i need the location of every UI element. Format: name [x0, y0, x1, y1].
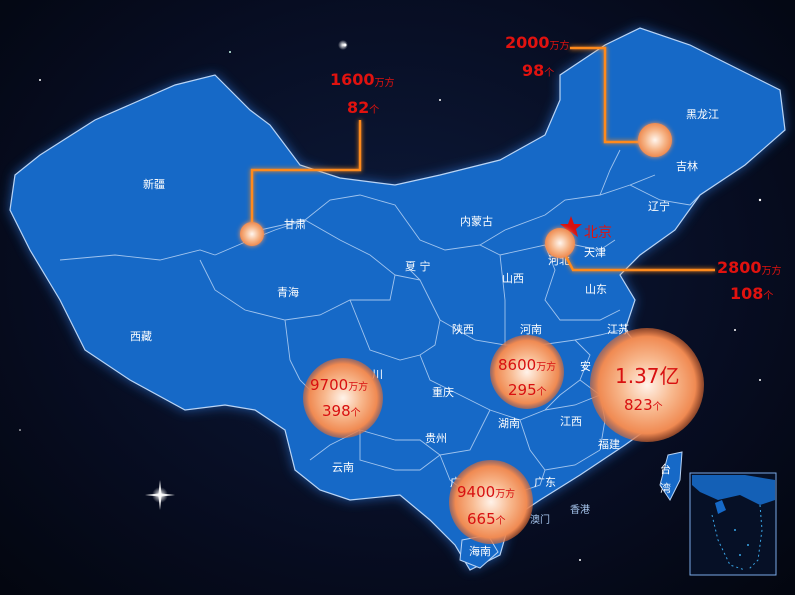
label-liaoning: 辽宁: [648, 199, 670, 213]
label-ningxia: 夏 宁: [405, 259, 431, 273]
svg-text:9400万方: 9400万方: [457, 483, 515, 501]
label-yunnan: 云南: [332, 461, 354, 474]
label-shanxi: 山西: [502, 272, 524, 285]
label-shaanxi: 陕西: [452, 322, 474, 336]
south-china-sea-inset: [689, 472, 777, 576]
label-fujian: 福建: [598, 437, 620, 451]
label-jiangxi: 江西: [560, 415, 582, 428]
svg-text:1600万方: 1600万方: [330, 70, 395, 89]
svg-text:823个: 823个: [624, 396, 663, 414]
svg-text:665个: 665个: [467, 510, 506, 528]
bubble-sichuan: 9700万方 398个: [303, 358, 383, 438]
label-heilongjiang: 黑龙江: [686, 108, 719, 121]
svg-text:82个: 82个: [347, 98, 379, 117]
label-qinghai: 青海: [277, 285, 299, 299]
leader-gansu: [250, 120, 362, 232]
svg-text:108个: 108个: [730, 284, 773, 303]
svg-text:2800万方: 2800万方: [717, 258, 782, 277]
bubble-central: 8600万方 295个: [490, 335, 564, 409]
label-xianggang: 香港: [570, 504, 590, 516]
label-guangdong: 广东: [534, 476, 556, 489]
label-sichuan: 川: [372, 368, 383, 381]
label-chongqing: 重庆: [432, 385, 454, 399]
label-taiwan-1: 台: [660, 462, 671, 476]
label-gansu: 甘肃: [284, 218, 306, 231]
label-guizhou: 贵州: [425, 432, 447, 445]
label-hainan: 海南: [469, 544, 491, 558]
label-hunan: 湖南: [498, 417, 520, 430]
svg-text:9700万方: 9700万方: [310, 376, 368, 394]
china-landmass: [9, 27, 786, 571]
svg-text:295个: 295个: [508, 381, 547, 399]
label-jilin: 吉林: [676, 159, 698, 173]
capital-label: 北京: [584, 225, 612, 241]
callout-beijing: 2800万方 108个: [717, 258, 782, 303]
svg-text:8600万方: 8600万方: [498, 356, 556, 374]
label-anhui: 安: [580, 359, 591, 373]
leader-heilongjiang: [570, 46, 650, 144]
label-shandong: 山东: [585, 283, 607, 296]
svg-text:398个: 398个: [322, 402, 361, 420]
label-taiwan-2: 湾: [660, 481, 671, 495]
label-xizang: 西藏: [130, 330, 152, 343]
marker-heilongjiang: [638, 123, 672, 157]
bubble-east-value: 1.37亿: [615, 364, 680, 388]
bubble-east: 1.37亿 823个: [590, 328, 704, 442]
marker-beijing: [545, 228, 575, 258]
starfield: [19, 40, 762, 561]
label-jiangsu: 江苏: [607, 323, 629, 336]
label-henan: 河南: [520, 323, 542, 336]
bubble-south: 9400万方 665个: [449, 460, 533, 544]
taiwan-island: [659, 451, 683, 501]
label-tianjin: 天津: [584, 246, 606, 259]
label-neimenggu: 内蒙古: [460, 214, 493, 228]
svg-text:2000万方: 2000万方: [505, 33, 570, 52]
callout-heilongjiang: 2000万方 98个: [505, 33, 570, 80]
svg-text:98个: 98个: [522, 61, 554, 80]
callout-gansu: 1600万方 82个: [330, 70, 395, 117]
label-aomen: 澳门: [530, 513, 550, 526]
label-xinjiang: 新疆: [143, 177, 165, 191]
marker-gansu: [240, 222, 264, 246]
